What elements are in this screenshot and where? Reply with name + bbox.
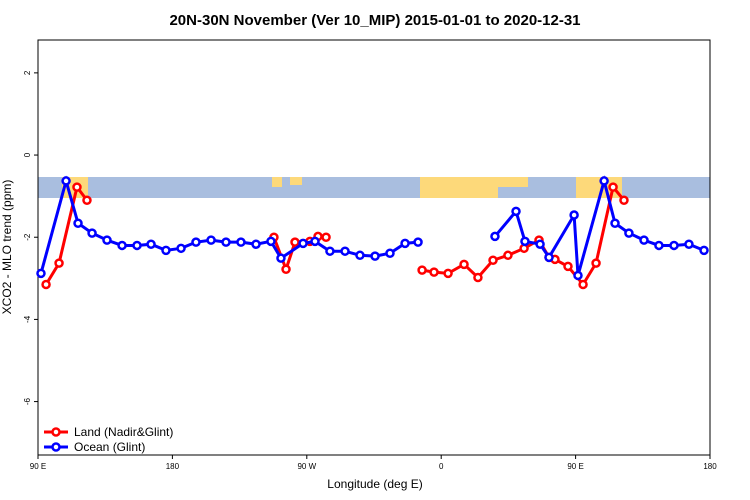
point <box>54 258 64 268</box>
point <box>266 236 276 247</box>
point <box>443 268 453 279</box>
point <box>221 237 231 247</box>
point <box>569 210 579 220</box>
point <box>563 261 573 272</box>
legend-label: Land (Nadir&Glint) <box>74 425 173 439</box>
point <box>251 239 261 249</box>
point <box>236 237 246 247</box>
point <box>639 235 649 245</box>
point <box>654 240 664 251</box>
point <box>132 240 142 251</box>
point <box>599 176 609 186</box>
point <box>36 268 46 279</box>
point <box>146 239 156 249</box>
legend-label: Ocean (Glint) <box>74 440 145 454</box>
x-tick-label: 180 <box>703 462 717 471</box>
legend-marker <box>51 442 61 452</box>
point <box>87 228 97 238</box>
point <box>573 270 583 281</box>
x-tick-label: 0 <box>439 462 444 471</box>
point <box>608 182 618 192</box>
point <box>102 235 112 245</box>
point <box>511 206 521 217</box>
y-tick-label: -2 <box>23 233 32 241</box>
point <box>191 237 201 247</box>
point <box>459 259 469 270</box>
point <box>699 245 709 256</box>
point <box>385 248 395 259</box>
point <box>624 228 634 238</box>
point <box>429 267 439 277</box>
point <box>321 232 331 242</box>
point <box>503 250 513 261</box>
x-tick-label: 90 E <box>567 462 583 471</box>
point <box>400 238 410 249</box>
point <box>488 255 498 265</box>
chart-title: 20N-30N November (Ver 10_MIP) 2015-01-01… <box>169 12 580 29</box>
point <box>206 235 216 245</box>
point <box>72 182 82 192</box>
x-tick-label: 180 <box>166 462 180 471</box>
point <box>41 279 51 290</box>
legend-marker <box>51 427 61 437</box>
point <box>684 239 694 249</box>
point <box>490 231 500 242</box>
point <box>281 264 291 275</box>
point <box>73 218 83 229</box>
point <box>417 265 427 275</box>
point <box>413 237 423 247</box>
point <box>325 246 335 256</box>
point <box>520 236 530 247</box>
point <box>535 239 545 249</box>
y-axis-label: XCO2 - MLO trend (ppm) <box>0 180 14 315</box>
point <box>610 218 620 229</box>
point <box>544 252 554 263</box>
y-tick-label: -6 <box>23 397 32 405</box>
point <box>176 243 186 254</box>
point <box>355 250 365 261</box>
point <box>161 245 171 256</box>
point <box>669 240 679 251</box>
point <box>61 176 71 186</box>
point <box>82 195 92 205</box>
point <box>310 236 320 247</box>
point <box>370 251 380 261</box>
y-tick-label: 2 <box>23 70 32 75</box>
point <box>290 237 300 247</box>
point <box>276 253 286 263</box>
x-axis-label: Longitude (deg E) <box>327 477 422 491</box>
y-tick-label: -4 <box>23 315 32 323</box>
x-tick-label: 90 E <box>30 462 46 471</box>
point <box>619 195 629 205</box>
x-tick-label: 90 W <box>297 462 316 471</box>
point <box>298 238 308 249</box>
plot-frame <box>37 39 711 456</box>
point <box>340 246 350 256</box>
map-strip <box>38 177 710 198</box>
point <box>473 272 483 283</box>
point <box>591 258 601 268</box>
point <box>578 279 588 290</box>
y-tick-label: 0 <box>23 152 32 157</box>
point <box>117 240 127 251</box>
